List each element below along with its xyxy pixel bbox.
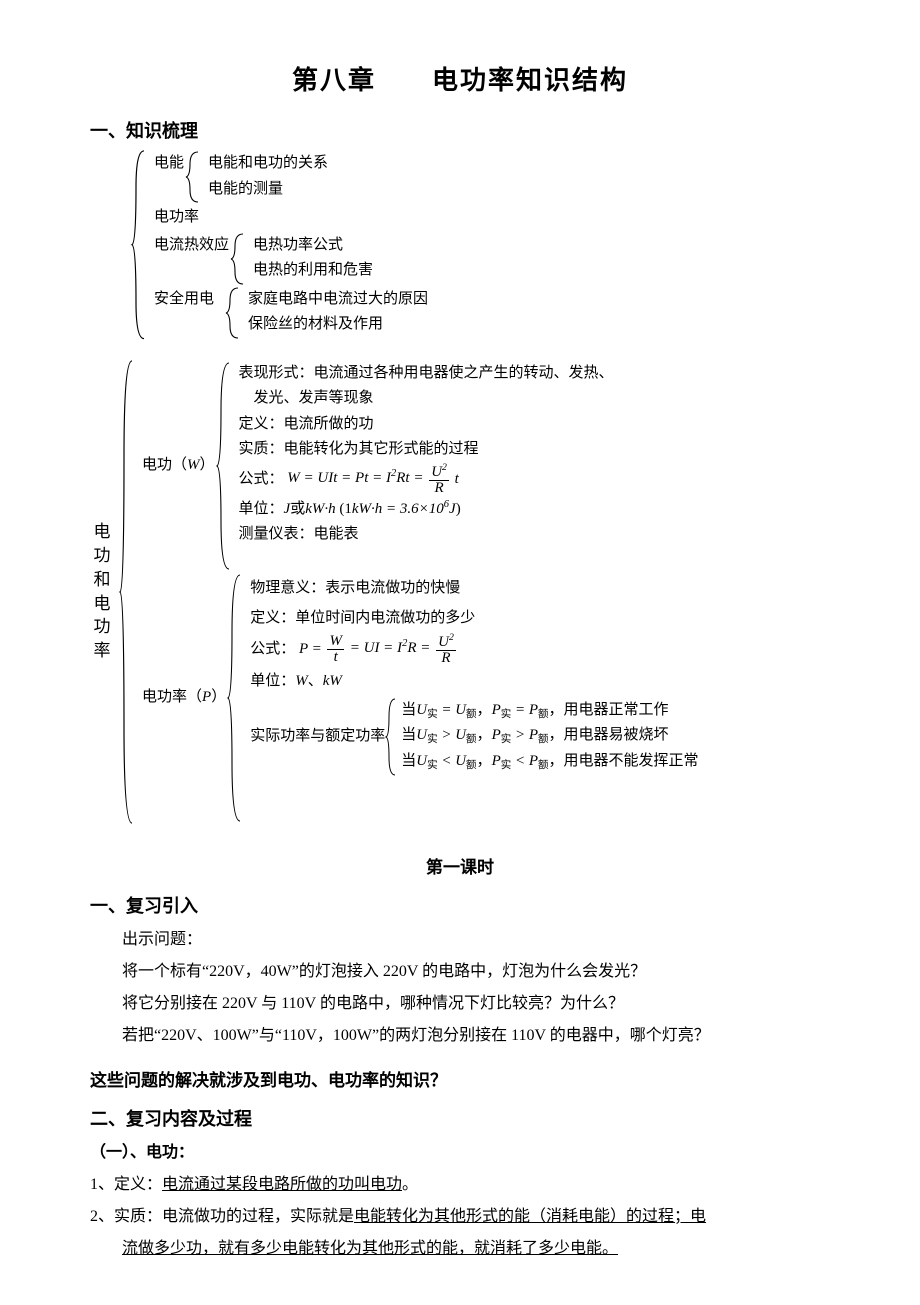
case-row: 当U实 > U额，P实 > P额，用电器易被烧坏 <box>401 723 698 749</box>
case-row: 当U实 < U额，P实 < P额，用电器不能发挥正常 <box>401 749 698 775</box>
brace-icon <box>118 359 136 825</box>
work-line: 表现形式：电流通过各种用电器使之产生的转动、发热、 <box>239 361 614 387</box>
outline-subitem: 家庭电路中电流过大的原因 <box>248 287 428 313</box>
outline-item: 安全用电 <box>154 287 214 313</box>
outline-item: 电流热效应 <box>154 233 229 259</box>
brace-icon <box>215 361 233 571</box>
power-formula: 公式： P = Wt = UI = I2R = U2R <box>250 633 698 666</box>
subsection-head: （一）、电功： <box>90 1137 830 1169</box>
power-units: 单位：W、kW <box>250 666 698 696</box>
text-line: 将一个标有“220V，40W”的灯泡接入 220V 的电路中，灯泡为什么会发光？ <box>90 956 830 988</box>
knowledge-outline-2: 电 功 和 电 功 率 电功（W） 表现形式：电流通过各种用电器使 <box>90 359 830 825</box>
section3-head: 二、复习内容及过程 <box>90 1105 830 1131</box>
essence-line: 2、实质：电流做功的过程，实际就是电能转化为其他形式的能（消耗电能）的过程；电 <box>90 1201 830 1233</box>
brace-icon <box>130 149 148 341</box>
outline-subitem: 电能和电功的关系 <box>208 151 328 177</box>
outline-item: 电能 <box>154 151 184 177</box>
work-units: 单位：J或kW·h (1kW·h = 3.6×106J) <box>239 496 614 523</box>
outline-subitem: 电热功率公式 <box>253 233 373 259</box>
brace-icon <box>229 233 247 285</box>
section2-head: 一、复习引入 <box>90 892 830 918</box>
brace-icon <box>224 287 242 339</box>
outline-subitem: 电能的测量 <box>208 177 328 203</box>
work-label: 电功（W） <box>142 453 215 479</box>
chapter-title: 第八章 电功率知识结构 <box>90 60 830 97</box>
text-line: 若把“220V、100W”与“110V，100W”的两灯泡分别接在 110V 的… <box>90 1020 830 1052</box>
definition-line: 1、定义：电流通过某段电路所做的功叫电功。 <box>90 1169 830 1201</box>
knowledge-outline-1: 电能 电能和电功的关系 电能的测量 电功率 电流热效应 <box>130 149 830 341</box>
work-line: 实质：电能转化为其它形式能的过程 <box>239 437 614 463</box>
power-line: 定义：单位时间内电流做功的多少 <box>250 603 698 633</box>
work-line: 定义：电流所做的功 <box>239 412 614 438</box>
work-line: 测量仪表：电能表 <box>239 522 614 548</box>
outline-subitem: 保险丝的材料及作用 <box>248 312 428 338</box>
case-row: 当U实 = U额，P实 = P额，用电器正常工作 <box>401 698 698 724</box>
section1-head: 一、知识梳理 <box>90 117 830 143</box>
essence-line-2: 流做多少功，就有多少电能转化为其他形式的能，就消耗了多少电能。 <box>90 1233 830 1265</box>
rated-power-label: 实际功率与额定功率 <box>250 725 385 748</box>
lesson-heading: 第一课时 <box>90 853 830 878</box>
review-content-block: （一）、电功： 1、定义：电流通过某段电路所做的功叫电功。 2、实质：电流做功的… <box>90 1137 830 1265</box>
outline-subitem: 电热的利用和危害 <box>253 258 373 284</box>
outline-item: 电功率 <box>154 205 199 231</box>
emphasis-question: 这些问题的解决就涉及到电功、电功率的知识？ <box>90 1066 830 1091</box>
text-line: 将它分别接在 220V 与 110V 的电路中，哪种情况下灯比较亮？为什么？ <box>90 988 830 1020</box>
power-label: 电功率（P） <box>142 685 226 711</box>
text-line: 出示问题： <box>90 924 830 956</box>
brace-icon <box>226 573 244 823</box>
brace-icon <box>184 151 202 203</box>
work-line: 发光、发声等现象 <box>239 386 614 412</box>
side-vertical-label: 电 功 和 电 功 率 <box>90 359 118 825</box>
power-line: 物理意义：表示电流做功的快慢 <box>250 573 698 603</box>
brace-icon <box>385 698 397 776</box>
review-intro-block: 出示问题： 将一个标有“220V，40W”的灯泡接入 220V 的电路中，灯泡为… <box>90 924 830 1052</box>
work-formula: 公式： W = UIt = Pt = I2Rt = U2R t <box>239 463 614 496</box>
